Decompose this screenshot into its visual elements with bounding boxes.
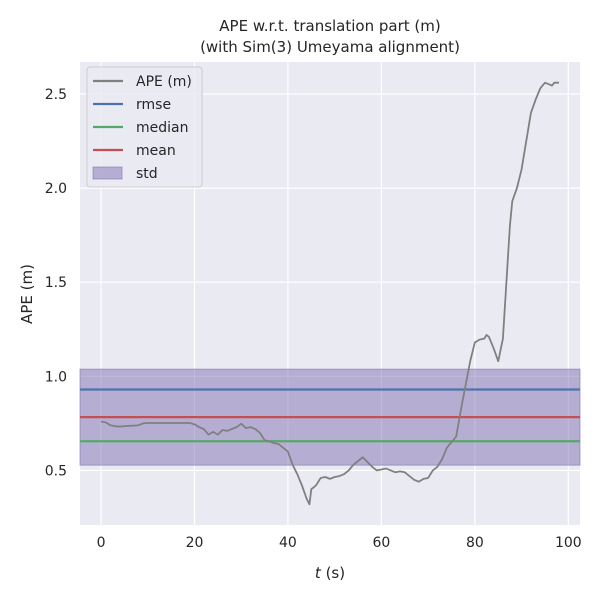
x-tick-label: 60 [372,535,390,551]
legend-label: rmse [136,97,171,113]
chart-title-line1: APE w.r.t. translation part (m) [219,17,440,35]
legend-label: std [136,166,158,182]
legend-std-swatch [92,166,123,180]
legend-box [86,66,203,188]
y-tick-label: 2.5 [45,87,67,103]
legend-label: APE (m) [136,74,192,90]
stat-lines-layer [80,388,580,443]
y-tick-label: 1.0 [45,369,67,385]
tick-labels-layer: 0 20 40 60 80 100 0.5 1.0 1.5 2.0 2.5 [45,87,582,551]
x-axis-label-unit: (s) [321,564,345,582]
x-axis-label: t (s) [315,564,345,582]
y-axis-label: APE (m) [18,264,36,324]
series-layer [100,81,559,506]
x-axis-label-var: t [315,564,322,582]
legend-label: mean [136,143,176,159]
x-tick-label: 100 [555,535,582,551]
chart-title-line2: (with Sim(3) Umeyama alignment) [200,38,460,56]
y-tick-label: 2.0 [45,181,67,197]
y-tick-label: 0.5 [45,463,67,479]
legend: APE (m) rmse median mean std [86,66,203,188]
legend-label: median [136,120,188,136]
x-tick-label: 80 [466,535,484,551]
y-tick-label: 1.5 [45,275,67,291]
x-tick-label: 40 [279,535,297,551]
x-tick-label: 20 [186,535,204,551]
x-tick-label: 0 [97,535,106,551]
ape-series-line [100,81,559,506]
